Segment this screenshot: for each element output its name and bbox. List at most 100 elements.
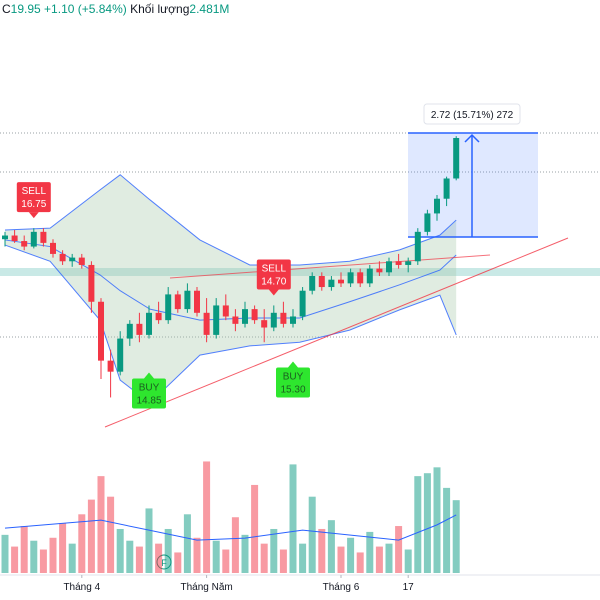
volume-bar xyxy=(174,552,182,573)
candle-body xyxy=(40,231,47,243)
candle-body xyxy=(414,231,421,262)
x-tick-label: Tháng 4 xyxy=(63,582,100,593)
volume-bar xyxy=(347,537,355,573)
candle-body xyxy=(78,257,85,265)
signal-price: 16.75 xyxy=(21,199,46,210)
volume-bar xyxy=(241,534,249,573)
volume-bar xyxy=(78,514,86,573)
candle-body xyxy=(386,261,392,273)
volume-bar xyxy=(164,528,172,573)
candle-body xyxy=(165,294,172,321)
volume-bar xyxy=(356,552,364,573)
volume-ma xyxy=(4,514,457,541)
x-tick-label: 17 xyxy=(403,582,415,593)
candle-body xyxy=(213,305,220,335)
candle-body xyxy=(251,309,258,321)
candle-body xyxy=(366,268,373,284)
volume-bar xyxy=(404,549,412,573)
volume-bar xyxy=(251,484,259,573)
candle-body xyxy=(434,198,440,214)
candle-body xyxy=(126,323,133,339)
signal-box xyxy=(16,182,51,213)
volume-bar xyxy=(452,500,460,573)
volume-bar xyxy=(222,549,230,573)
header: C19.95 +1.10 (+5.84%) Khối lượng2.481M xyxy=(2,2,229,16)
candle-body xyxy=(395,261,402,265)
candle-body xyxy=(88,264,95,302)
change: +1.10 (+5.84%) xyxy=(44,2,127,16)
volume-bar xyxy=(289,464,297,573)
measure-label: 2.72 (15.71%) 272 xyxy=(431,110,514,121)
zone xyxy=(0,268,600,276)
candle-body xyxy=(242,309,248,324)
x-tick-label: Tháng 6 xyxy=(323,582,360,593)
candle-body xyxy=(107,360,114,372)
volume-bar xyxy=(87,499,95,573)
volume-bar xyxy=(126,540,134,573)
candle-body xyxy=(290,316,296,324)
volume-bar xyxy=(414,476,422,573)
candle-body xyxy=(30,231,37,247)
candle-body xyxy=(280,312,287,324)
volume-bar xyxy=(116,528,124,573)
signal-type: SELL xyxy=(22,186,47,197)
candle-body xyxy=(155,312,162,321)
volume-bar xyxy=(299,543,307,573)
volume-bar xyxy=(145,508,153,573)
candle-body xyxy=(318,276,325,288)
volume-bar xyxy=(231,517,239,573)
volume-bar xyxy=(59,523,67,573)
candle-body xyxy=(117,338,124,372)
candle-body xyxy=(21,241,28,247)
volume-bar xyxy=(155,543,163,573)
signal-box xyxy=(132,378,166,409)
signal-type: BUY xyxy=(139,383,160,394)
signal-type: BUY xyxy=(283,372,304,383)
volume-bar xyxy=(97,476,105,573)
volume: 2.481M xyxy=(189,2,230,16)
trend-line xyxy=(169,254,491,279)
volume-bar xyxy=(433,467,441,573)
volume-bar xyxy=(203,461,211,573)
band-upper xyxy=(4,174,457,266)
x-tick-label: Tháng Năm xyxy=(180,582,232,593)
candle-body xyxy=(174,294,181,310)
signal-pointer xyxy=(268,289,279,296)
candle-body xyxy=(299,290,306,317)
candle-body xyxy=(98,301,104,361)
candle-body xyxy=(270,312,277,328)
candle-body xyxy=(357,272,364,284)
measure-label-box xyxy=(423,103,521,125)
candle-body xyxy=(443,178,450,199)
volume-bar xyxy=(68,543,76,573)
volume-bar xyxy=(183,514,191,573)
volume-bar xyxy=(423,473,431,573)
signal-box xyxy=(276,367,310,398)
signal-price: 14.70 xyxy=(261,276,286,287)
signal-type: SELL xyxy=(262,263,287,274)
candle-body xyxy=(136,323,143,335)
candle-body xyxy=(309,276,316,291)
prefix: C xyxy=(2,2,11,16)
volume-bar xyxy=(11,546,19,573)
signal-price: 15.30 xyxy=(280,385,305,396)
volume-bar xyxy=(1,534,9,573)
signal-pointer xyxy=(288,361,298,368)
candle-body xyxy=(232,316,239,324)
volume-bar xyxy=(308,496,316,573)
volume-bar xyxy=(49,537,57,573)
volume-bar xyxy=(327,520,335,573)
volume-bar xyxy=(30,540,38,573)
signal-pointer xyxy=(28,212,39,219)
candle-body xyxy=(453,138,460,179)
candle-body xyxy=(50,242,56,254)
candle-body xyxy=(338,279,344,284)
volume-bar xyxy=(20,526,28,573)
candle-body xyxy=(328,279,335,288)
volume-bar xyxy=(260,543,268,573)
volume-bar xyxy=(193,537,201,573)
volume-bar xyxy=(270,528,278,573)
event-icon-label: F xyxy=(161,558,167,568)
candle-body xyxy=(376,268,383,273)
